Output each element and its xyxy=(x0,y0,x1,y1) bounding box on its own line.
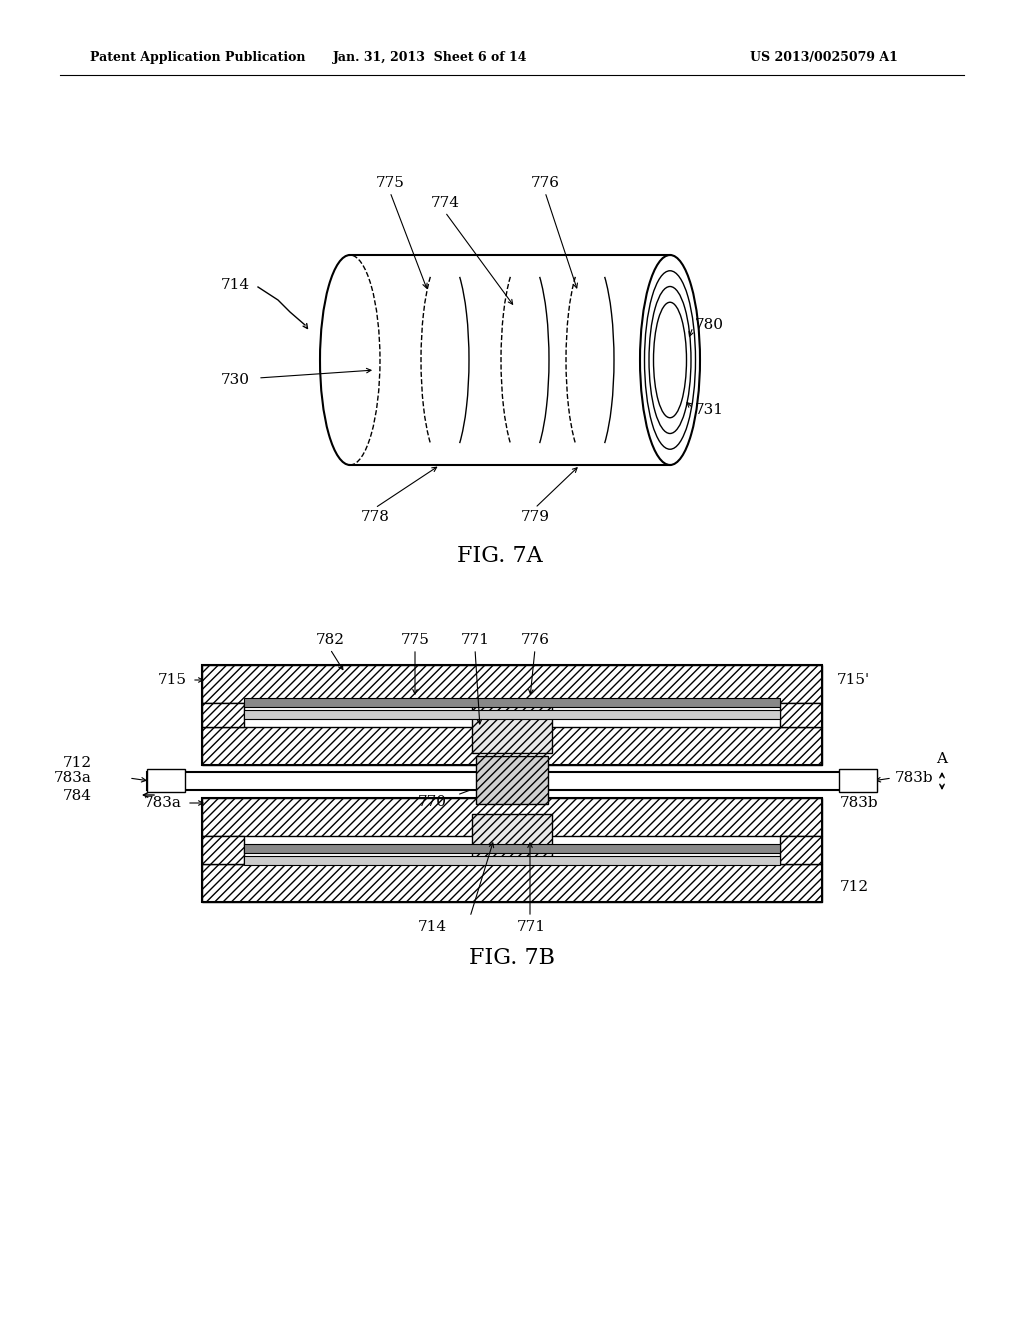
Bar xyxy=(244,698,780,708)
Text: 771: 771 xyxy=(517,920,546,935)
Text: 782: 782 xyxy=(315,634,344,647)
Text: 784: 784 xyxy=(63,789,92,803)
Text: 779: 779 xyxy=(520,510,550,524)
Text: 730: 730 xyxy=(221,374,250,387)
Text: 780: 780 xyxy=(695,318,724,333)
Text: 783a: 783a xyxy=(54,771,92,785)
Text: 776: 776 xyxy=(530,176,559,190)
Bar xyxy=(244,843,780,853)
Bar xyxy=(202,865,822,902)
Text: 771: 771 xyxy=(461,634,489,647)
Text: 775: 775 xyxy=(400,634,429,647)
Bar xyxy=(202,665,822,704)
Text: 776: 776 xyxy=(520,634,550,647)
Text: Jan. 31, 2013  Sheet 6 of 14: Jan. 31, 2013 Sheet 6 of 14 xyxy=(333,51,527,65)
Text: 714: 714 xyxy=(221,279,250,292)
Bar xyxy=(202,665,822,766)
Bar xyxy=(244,710,780,719)
Text: 712: 712 xyxy=(840,880,869,894)
Bar xyxy=(202,836,244,865)
Bar xyxy=(147,772,877,789)
Text: US 2013/0025079 A1: US 2013/0025079 A1 xyxy=(750,51,898,65)
Bar xyxy=(244,855,780,865)
Bar xyxy=(476,756,548,804)
Text: 712: 712 xyxy=(62,756,92,770)
Text: 783a: 783a xyxy=(144,796,182,810)
Bar xyxy=(147,770,185,792)
Text: 714: 714 xyxy=(418,920,447,935)
Text: 715: 715 xyxy=(158,673,187,686)
Bar xyxy=(202,799,822,836)
Text: 774: 774 xyxy=(430,195,460,210)
Bar xyxy=(839,770,877,792)
Bar xyxy=(780,836,822,865)
Bar xyxy=(202,704,244,727)
Text: 775: 775 xyxy=(376,176,404,190)
Text: 770: 770 xyxy=(418,795,446,809)
Text: 783b: 783b xyxy=(840,796,879,810)
Bar xyxy=(202,727,822,766)
Text: 783b: 783b xyxy=(895,771,934,785)
Bar xyxy=(472,814,552,865)
Text: FIG. 7B: FIG. 7B xyxy=(469,946,555,969)
Bar xyxy=(780,704,822,727)
Text: A: A xyxy=(937,752,947,766)
Text: FIG. 7A: FIG. 7A xyxy=(457,545,543,568)
Text: 731: 731 xyxy=(695,403,724,417)
Bar xyxy=(472,704,552,752)
Text: 715': 715' xyxy=(837,673,870,686)
Text: Patent Application Publication: Patent Application Publication xyxy=(90,51,305,65)
Text: 778: 778 xyxy=(360,510,389,524)
Bar xyxy=(202,799,822,902)
